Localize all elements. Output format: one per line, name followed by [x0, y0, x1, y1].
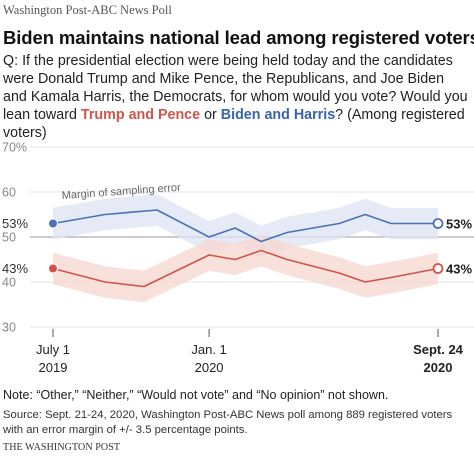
trump-error-band [53, 234, 438, 303]
trump-pence-label: Trump and Pence [80, 107, 201, 123]
x-tick-year-label: 2019 [39, 360, 68, 375]
chart-note: Note: “Other,” “Neither,” “Would not vot… [3, 388, 389, 402]
biden-harris-label: Biden and Harris [220, 107, 336, 123]
y-tick-label: 30 [2, 321, 16, 335]
publisher-brand: THE WASHINGTON POST [3, 442, 121, 453]
x-tick-label: July 1 [36, 342, 70, 357]
question-text: Q: If the presidential election were bei… [3, 52, 471, 142]
x-tick-label: Sept. 24 [413, 342, 464, 357]
trump-start-label: 43% [2, 261, 28, 276]
question-tail: ? (Among registered voters) [3, 107, 465, 141]
y-tick-label: 60 [2, 186, 16, 200]
x-tick-label: Jan. 1 [191, 342, 226, 357]
biden-line [52, 209, 438, 243]
question-lead: Q: If the presidential election were bei… [3, 53, 468, 123]
y-tick-label: 70% [2, 141, 27, 155]
biden-end-label: 53% [446, 217, 472, 232]
or-text: or [204, 107, 217, 123]
biden-start-label: 53% [2, 216, 28, 231]
trump-start-marker [48, 263, 58, 274]
x-tick-year-label: 2020 [424, 360, 453, 375]
y-tick-label: 40 [2, 276, 16, 290]
y-tick-label: 50 [2, 231, 16, 245]
source-line: Source: Sept. 21-24, 2020, Washington Po… [3, 409, 453, 436]
trump-line [52, 249, 439, 288]
biden-end-marker [432, 218, 444, 229]
biden-start-marker [48, 218, 58, 229]
trump-end-marker [432, 263, 444, 274]
x-tick-year-label: 2020 [195, 360, 224, 375]
headline: Biden maintains national lead among regi… [3, 27, 474, 48]
trump-end-label: 43% [446, 262, 472, 277]
poll-kicker: Washington Post-ABC News Poll [3, 3, 172, 17]
